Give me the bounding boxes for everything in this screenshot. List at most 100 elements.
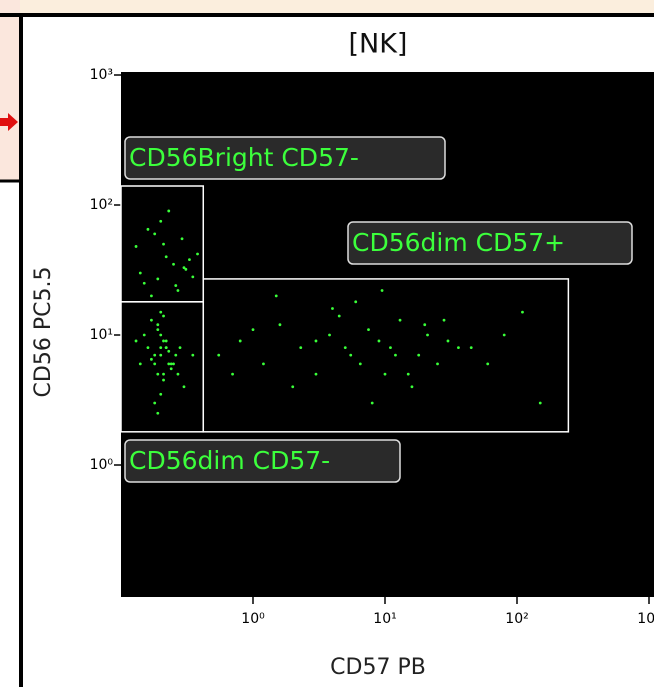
x-tick-label: 10⁰ <box>241 611 265 627</box>
point <box>383 372 387 376</box>
point <box>191 275 195 279</box>
point <box>423 323 427 327</box>
point <box>174 353 178 357</box>
point <box>159 219 163 223</box>
point <box>162 242 165 246</box>
point <box>182 266 186 269</box>
point <box>159 392 163 396</box>
point <box>314 372 318 376</box>
point <box>436 362 439 366</box>
point <box>162 372 165 376</box>
point <box>159 333 163 337</box>
point <box>394 353 397 357</box>
point <box>446 339 450 343</box>
point <box>162 378 165 382</box>
point <box>469 346 473 349</box>
point <box>188 258 191 262</box>
side-panel <box>0 0 20 180</box>
point <box>274 294 278 298</box>
point <box>442 318 446 322</box>
point <box>180 237 184 241</box>
point <box>377 339 381 343</box>
point <box>150 294 153 298</box>
point <box>538 401 542 405</box>
point <box>164 346 168 349</box>
gate <box>120 301 205 433</box>
point <box>169 367 173 371</box>
point <box>138 271 142 275</box>
y-tick-label: 10⁰ <box>90 457 114 473</box>
point <box>174 284 178 287</box>
point <box>164 255 168 259</box>
point <box>196 252 199 256</box>
point <box>167 349 171 353</box>
point <box>521 310 524 314</box>
point <box>156 323 160 327</box>
point <box>380 289 384 292</box>
arrow <box>0 113 18 131</box>
point <box>134 245 138 248</box>
point <box>251 328 255 332</box>
x-tick-label: 10² <box>505 611 528 627</box>
point <box>262 362 265 366</box>
point <box>291 385 295 389</box>
point <box>343 346 347 349</box>
point <box>349 353 353 357</box>
point <box>502 333 506 337</box>
point <box>182 385 186 389</box>
point <box>389 346 392 349</box>
point <box>162 314 165 318</box>
point <box>191 353 195 357</box>
x-tick-label: 10³ <box>637 611 654 627</box>
top-strip <box>0 0 654 14</box>
point <box>176 289 180 292</box>
point <box>156 277 160 281</box>
point <box>172 262 175 266</box>
point <box>354 300 358 304</box>
y-axis-label: CD56 PC5.5 <box>31 267 56 398</box>
point <box>337 314 341 318</box>
point <box>156 328 160 332</box>
point <box>153 401 157 405</box>
point <box>156 411 160 415</box>
point <box>167 362 171 366</box>
point <box>367 328 370 332</box>
gate-label: CD56Bright CD57- <box>129 143 359 172</box>
point <box>146 227 150 231</box>
x-axis-label: CD57 PB <box>330 655 426 680</box>
point <box>150 318 153 322</box>
x-tick-label: 10¹ <box>373 611 396 627</box>
y-tick-label: 10³ <box>90 67 113 83</box>
point <box>486 362 490 366</box>
point <box>410 385 414 389</box>
point <box>328 333 331 337</box>
y-tick-label: 10¹ <box>90 327 113 343</box>
point <box>156 372 160 376</box>
gate-label-box <box>124 136 446 180</box>
point <box>146 346 150 349</box>
point <box>457 346 460 349</box>
point <box>217 353 221 357</box>
point <box>358 362 362 366</box>
point <box>178 346 182 349</box>
point <box>164 339 168 343</box>
point <box>169 362 173 366</box>
point <box>142 281 146 285</box>
point <box>278 323 282 327</box>
point <box>314 339 318 343</box>
point <box>142 333 146 337</box>
point <box>153 232 157 236</box>
point <box>150 357 153 361</box>
point <box>172 362 175 366</box>
point <box>299 346 303 349</box>
point <box>398 318 402 322</box>
gate-label-box <box>124 439 401 483</box>
point <box>426 333 429 337</box>
point <box>176 372 180 376</box>
point <box>162 339 165 343</box>
point <box>370 401 374 405</box>
y-tick-label: 10² <box>90 197 113 213</box>
chart-title: [NK] <box>349 29 408 60</box>
gate-label: CD56dim CD57- <box>129 446 330 475</box>
